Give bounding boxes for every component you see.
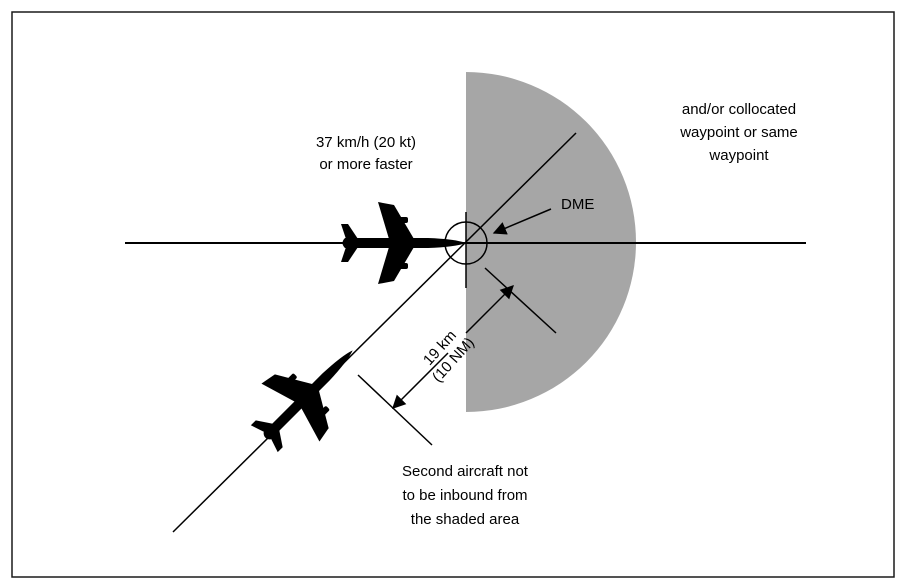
- note-label-line3: the shaded area: [411, 511, 520, 528]
- waypoint-label-line1: and/or collocated: [682, 101, 796, 118]
- speed-label-line2: or more faster: [319, 156, 412, 173]
- waypoint-label-line3: waypoint: [708, 147, 769, 164]
- distance-tick-near: [484, 267, 557, 334]
- distance-tick-far: [357, 374, 433, 446]
- airplane-icon: [341, 202, 466, 284]
- dme-pointer-arrow: [492, 208, 552, 235]
- figure-border: [11, 11, 895, 578]
- distance-arrow-lower: [392, 352, 449, 409]
- distance-arrow-upper: [465, 285, 514, 334]
- waypoint-label-line2: waypoint or same: [679, 124, 798, 141]
- second-aircraft-track: [172, 132, 577, 533]
- note-label-line1: Second aircraft not: [402, 463, 529, 480]
- speed-label-line1: 37 km/h (20 kt): [316, 134, 416, 151]
- note-label-line2: to be inbound from: [402, 487, 527, 504]
- airplane-icon: [235, 321, 382, 468]
- dme-label: DME: [561, 196, 594, 213]
